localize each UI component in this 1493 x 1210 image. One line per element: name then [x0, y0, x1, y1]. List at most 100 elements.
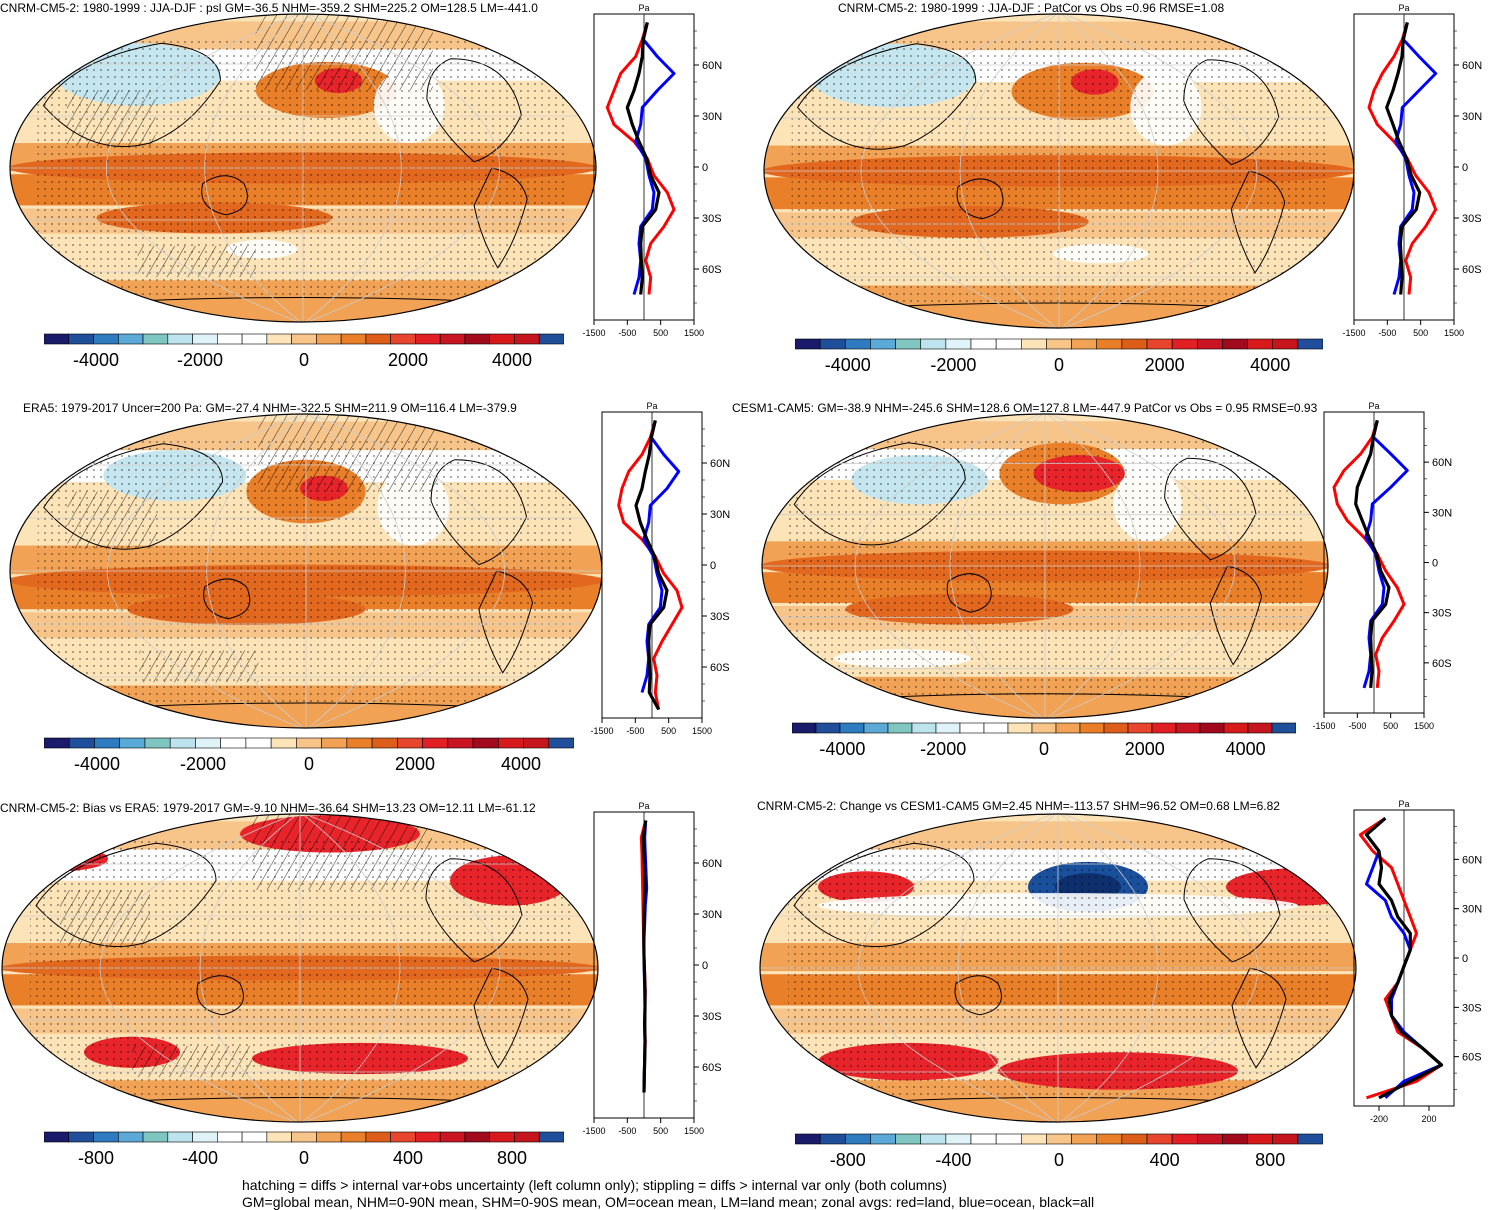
colorbar-swatch — [472, 737, 499, 749]
lat-label: 60S — [710, 662, 730, 674]
colorbar-swatch — [340, 333, 367, 345]
graticule-line — [299, 814, 501, 1122]
unit-label: Pa — [646, 401, 657, 411]
graticule-line — [949, 414, 1046, 718]
colorbar-tick-label: -4000 — [74, 754, 120, 774]
coastline — [473, 167, 528, 269]
colorbar-swatch — [1121, 338, 1148, 350]
colorbar-swatch — [844, 1133, 871, 1145]
colorbar-swatch — [142, 1131, 169, 1143]
colorbar-tick-label: 4000 — [1226, 739, 1266, 759]
map-border — [9, 13, 597, 323]
land-zonal-line — [617, 420, 684, 710]
lat-label: 0 — [702, 960, 708, 972]
colorbar-swatch — [1222, 338, 1248, 350]
all-zonal-line — [641, 820, 648, 1093]
colorbar-swatch — [1096, 338, 1123, 350]
unit-label: Pa — [1398, 799, 1409, 809]
graticule-line — [107, 414, 307, 728]
colorbar-tick-label: -800 — [78, 1148, 114, 1168]
colorbar: -4000 -2000 0 2000 4000 — [792, 722, 1296, 759]
graticule-line — [299, 814, 401, 1122]
colorbar-swatch — [169, 737, 196, 749]
colorbar-swatch — [819, 338, 846, 350]
x-tick-label: 500 — [661, 726, 676, 736]
colorbar-swatch — [895, 1133, 922, 1145]
world-map — [761, 413, 1329, 719]
coastline — [35, 842, 217, 948]
colorbar-swatch — [514, 333, 540, 345]
coastline — [946, 573, 992, 613]
colorbar-swatch — [44, 1131, 70, 1143]
colorbar-swatch — [1079, 722, 1105, 734]
colorbar-tick-label: 2000 — [395, 754, 435, 774]
coastline — [478, 570, 534, 674]
graticule-line — [1057, 814, 1259, 1122]
colorbar-swatch — [945, 338, 972, 350]
colorbar-swatch — [1071, 338, 1098, 350]
colorbar-tick-label: -800 — [830, 1150, 866, 1170]
colorbar-swatch — [870, 1133, 896, 1145]
colorbar-swatch — [1175, 722, 1201, 734]
colorbar-tick-label: -400 — [935, 1150, 971, 1170]
lat-label: 60S — [702, 1062, 722, 1074]
colorbar-tick-label: -4000 — [819, 739, 865, 759]
colorbar-swatch — [1272, 338, 1299, 350]
colorbar-swatch — [815, 722, 841, 734]
x-tick-label: -500 — [618, 1126, 636, 1136]
lat-label: 30N — [702, 909, 722, 921]
colorbar-swatch — [270, 737, 297, 749]
colorbar-swatch — [792, 722, 817, 734]
colorbar-swatch — [365, 333, 391, 345]
colorbar-swatch — [523, 737, 550, 749]
colorbar: -4000 -2000 0 2000 4000 — [44, 333, 564, 370]
x-tick-label: 1500 — [1444, 328, 1464, 338]
colorbar-swatch — [291, 1131, 317, 1143]
graticule-line — [1044, 414, 1236, 718]
colorbar-swatch — [489, 333, 515, 345]
colorbar-swatch — [1196, 1133, 1223, 1145]
colorbar-tick-label: -2000 — [177, 350, 223, 370]
colorbar-swatch — [241, 333, 268, 345]
coastline — [426, 58, 522, 163]
colorbar-tick-label: 800 — [1255, 1150, 1285, 1170]
lat-label: 0 — [1462, 162, 1468, 174]
colorbar-swatch — [1007, 722, 1033, 734]
colorbar-swatch — [439, 1131, 466, 1143]
x-tick-label: -1500 — [1312, 721, 1335, 731]
zonal-mean-plot: Pa 60N 30N 0 30S 60S -1500 -500 500 1500 — [582, 801, 722, 1136]
hatching — [60, 890, 150, 947]
colorbar-swatch — [346, 737, 373, 749]
graticule-line — [957, 814, 1059, 1122]
graticule-line — [1057, 814, 1159, 1122]
coastline — [1230, 170, 1286, 274]
colorbar-tick-label: -2000 — [920, 739, 966, 759]
unit-label: Pa — [1398, 3, 1409, 13]
x-tick-label: 500 — [1383, 721, 1398, 731]
colorbar-swatch — [464, 1131, 491, 1143]
coastline — [1164, 457, 1257, 561]
colorbar-swatch — [1121, 1133, 1148, 1145]
colorbar-swatch — [439, 333, 466, 345]
colorbar-swatch — [1171, 1133, 1198, 1145]
world-map — [1, 813, 599, 1123]
lat-label: 30N — [702, 111, 722, 123]
coastline — [793, 842, 975, 948]
hatching — [139, 650, 259, 683]
colorbar-tick-label: 2000 — [1125, 739, 1165, 759]
coastline — [203, 578, 251, 620]
x-tick-label: 1500 — [684, 328, 704, 338]
lat-label: 30S — [1462, 1002, 1482, 1014]
graticule-line — [99, 814, 301, 1122]
colorbar-swatch — [1071, 1133, 1098, 1145]
lat-label: 0 — [1462, 953, 1468, 965]
colorbar-swatch — [1199, 722, 1225, 734]
colorbar-swatch — [1146, 338, 1173, 350]
colorbar-swatch — [266, 1131, 292, 1143]
colorbar-swatch — [1247, 1133, 1274, 1145]
hatching — [132, 1046, 252, 1078]
colorbar-swatch — [1046, 338, 1072, 350]
colorbar-swatch — [195, 737, 221, 749]
lat-label: 60N — [702, 858, 722, 870]
zonal-mean-plot: Pa 60N 30N 0 30S 60S -1500 -500 500 1500 — [582, 3, 722, 338]
